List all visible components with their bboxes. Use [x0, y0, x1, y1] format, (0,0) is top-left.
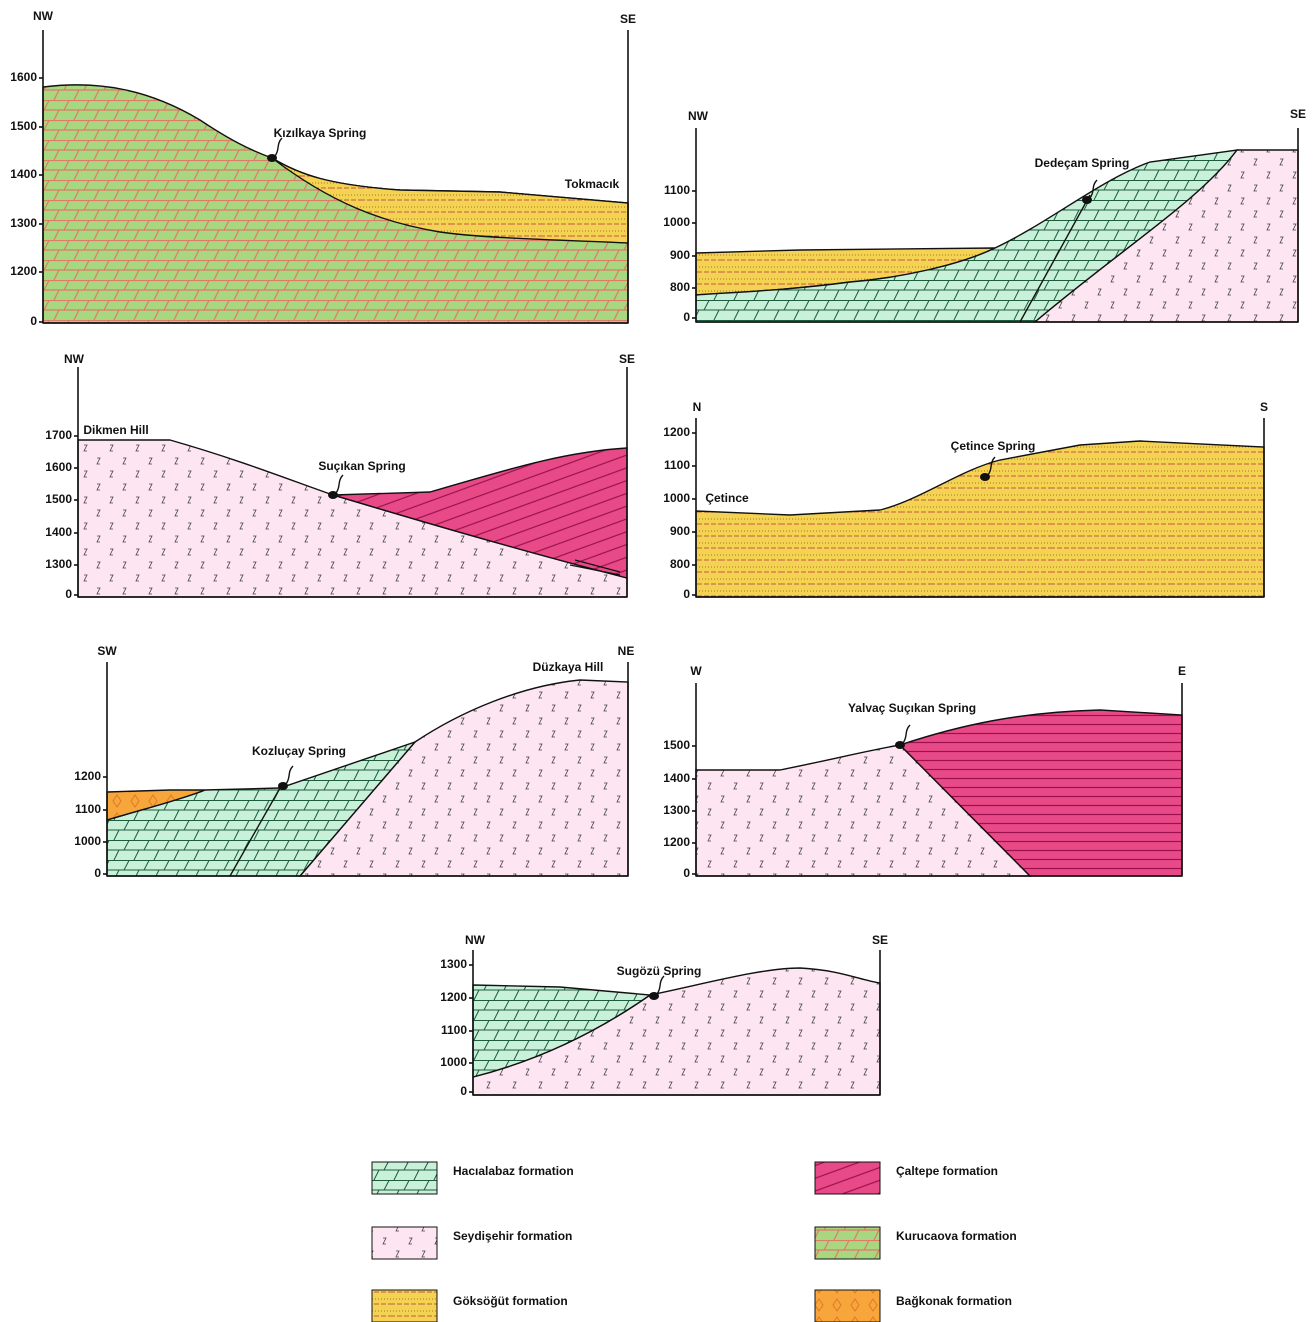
spring-symbol — [903, 725, 910, 743]
legend-label: Hacıalabaz formation — [453, 1164, 574, 1178]
tick-label: 1600 — [10, 70, 37, 84]
direction-label: NE — [618, 644, 635, 658]
place-label: Sugözü Spring — [617, 964, 702, 978]
tick-label: 0 — [683, 866, 690, 880]
legend-swatch — [815, 1227, 880, 1259]
section-1 — [43, 85, 628, 323]
tick-label: 0 — [683, 587, 690, 601]
legend-label: Seydişehir formation — [453, 1229, 572, 1243]
tick-label: 1400 — [10, 167, 37, 181]
tick-label: 1200 — [440, 990, 467, 1004]
page: NWSE160015001400130012000Kızılkaya Sprin… — [0, 0, 1315, 1322]
tick-label: 1700 — [45, 428, 72, 442]
legend-swatch — [815, 1290, 880, 1322]
place-label: Çetince Spring — [951, 439, 1036, 453]
tick-label: 0 — [94, 866, 101, 880]
place-label: Düzkaya Hill — [533, 660, 604, 674]
tick-label: 1100 — [441, 1023, 467, 1037]
place-label: Kozluçay Spring — [252, 744, 346, 758]
tick-label: 1400 — [663, 771, 690, 785]
direction-label: NW — [64, 352, 85, 366]
section-5 — [107, 680, 628, 876]
tick-label: 1000 — [663, 491, 690, 505]
legend-swatch — [815, 1162, 880, 1194]
tick-label: 1500 — [10, 119, 37, 133]
direction-label: SE — [1290, 107, 1306, 121]
legend-swatch — [372, 1227, 437, 1259]
tick-label: 1200 — [74, 769, 101, 783]
section-4 — [696, 441, 1264, 597]
section-2 — [696, 150, 1298, 322]
tick-label: 1300 — [440, 957, 467, 971]
goksogut-unit — [696, 441, 1264, 597]
tick-label: 1600 — [45, 460, 72, 474]
section-6 — [696, 710, 1182, 876]
tick-label: 1300 — [663, 803, 690, 817]
tick-label: 900 — [670, 248, 690, 262]
legend-label: Çaltepe formation — [896, 1164, 998, 1178]
tick-label: 1000 — [74, 834, 101, 848]
direction-label: SW — [97, 644, 117, 658]
tick-label: 1300 — [10, 216, 37, 230]
place-label: Suçıkan Spring — [318, 459, 405, 473]
spring-symbol — [336, 475, 343, 493]
direction-label: SE — [619, 352, 635, 366]
direction-label: SE — [620, 12, 636, 26]
tick-label: 1100 — [664, 458, 690, 472]
direction-label: NW — [33, 9, 54, 23]
legend-swatch — [372, 1162, 437, 1194]
tick-label: 1000 — [440, 1055, 467, 1069]
tick-label: 0 — [30, 314, 37, 328]
direction-label: NW — [688, 109, 709, 123]
direction-label: E — [1178, 664, 1186, 678]
place-label: Çetince — [705, 491, 749, 505]
direction-label: SE — [872, 933, 888, 947]
tick-label: 0 — [683, 310, 690, 324]
tick-label: 1500 — [663, 738, 690, 752]
spring-symbol — [275, 138, 282, 156]
place-label: Yalvaç Suçıkan Spring — [848, 701, 976, 715]
tick-label: 1100 — [75, 802, 101, 816]
legend-label: Bağkonak formation — [896, 1294, 1012, 1308]
tick-label: 1100 — [664, 183, 690, 197]
tick-label: 800 — [670, 557, 690, 571]
place-label: Tokmacık — [565, 177, 620, 191]
tick-label: 1200 — [663, 425, 690, 439]
legend-label: Kurucaova formation — [896, 1229, 1017, 1243]
place-label: Dedeçam Spring — [1035, 156, 1130, 170]
tick-label: 0 — [460, 1084, 467, 1098]
section-7 — [473, 968, 880, 1095]
place-label: Kızılkaya Spring — [274, 126, 367, 140]
legend-label: Göksöğüt formation — [453, 1294, 568, 1308]
direction-label: NW — [465, 933, 486, 947]
tick-label: 1400 — [45, 525, 72, 539]
tick-label: 1200 — [10, 264, 37, 278]
place-label: Dikmen Hill — [83, 423, 148, 437]
tick-label: 1000 — [663, 215, 690, 229]
spring-symbol — [657, 976, 664, 994]
spring-symbol — [286, 766, 293, 784]
tick-label: 1300 — [45, 557, 72, 571]
legend-swatch — [372, 1290, 437, 1322]
tick-label: 1200 — [663, 835, 690, 849]
tick-label: 0 — [65, 587, 72, 601]
tick-label: 800 — [670, 280, 690, 294]
direction-label: W — [690, 664, 702, 678]
tick-label: 1500 — [45, 492, 72, 506]
tick-label: 900 — [670, 524, 690, 538]
legend — [372, 1162, 880, 1322]
direction-label: S — [1260, 400, 1268, 414]
direction-label: N — [693, 400, 702, 414]
